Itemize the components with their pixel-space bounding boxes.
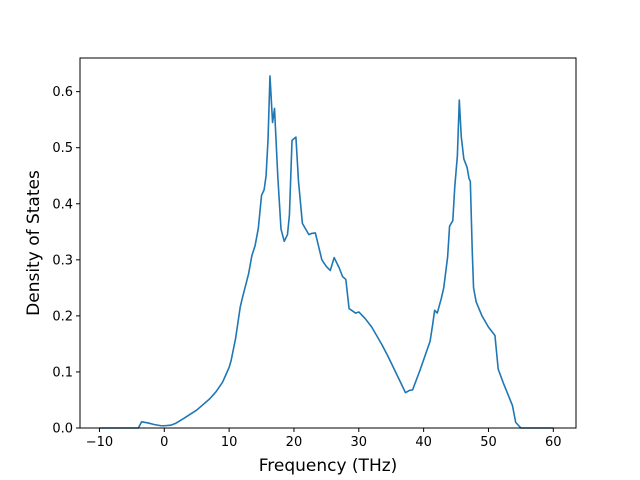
y-tick-label: 0.4 bbox=[52, 197, 73, 212]
y-tick-label: 0.1 bbox=[52, 365, 73, 380]
axes-frame bbox=[79, 57, 577, 429]
series-line-0 bbox=[99, 75, 554, 429]
y-axis-label: Density of States bbox=[24, 170, 44, 316]
axes-ticks: −10 0 10 20 30 40 50 60 0.0 0.1 0.2 0.3 0.4 0.5 0.6 bbox=[52, 85, 561, 450]
y-tick-label: 0.3 bbox=[52, 253, 73, 268]
x-tick-label: 60 bbox=[545, 435, 562, 450]
y-tick-label: 0.2 bbox=[52, 309, 73, 324]
y-tick-label: 0.0 bbox=[52, 422, 73, 437]
x-tick-label: 50 bbox=[480, 435, 497, 450]
x-tick-label: 40 bbox=[415, 435, 432, 450]
x-tick-label: 30 bbox=[351, 435, 368, 450]
x-axis-label: Frequency (THz) bbox=[259, 456, 398, 476]
x-tick-label: 20 bbox=[286, 435, 303, 450]
x-tick-label: −10 bbox=[86, 435, 113, 450]
y-tick-label: 0.5 bbox=[52, 141, 73, 156]
x-tick-label: 0 bbox=[160, 435, 168, 450]
plot-area bbox=[99, 75, 554, 429]
x-tick-label: 10 bbox=[221, 435, 238, 450]
y-tick-label: 0.6 bbox=[52, 85, 73, 100]
